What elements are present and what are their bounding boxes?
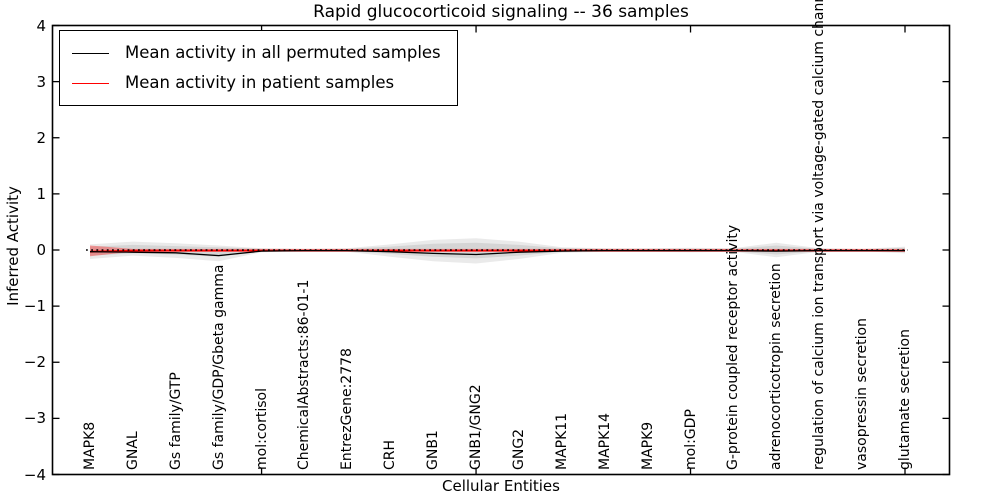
y-tick-label: 2 [36, 128, 46, 147]
x-tick-label: ChemicalAbstracts:86-01-1 [296, 279, 313, 470]
permuted-mean-line-icon [72, 52, 109, 54]
x-tick-label: mol:GDP [682, 409, 699, 470]
patient-mean-line-icon [72, 82, 109, 84]
x-tick-label: MAPK8 [82, 421, 98, 470]
x-tick-label: MAPK9 [639, 421, 656, 470]
x-tick-label: GNB1 [425, 430, 442, 470]
x-tick-label: Gs family/GDP/Gbeta gamma [210, 264, 227, 471]
y-tick-label: −1 [23, 297, 46, 316]
y-tick-label: −4 [23, 465, 46, 484]
x-tick-label: MAPK11 [553, 412, 570, 470]
x-tick-label: MAPK14 [596, 412, 613, 470]
x-tick-label: adrenocorticotropin secretion [768, 263, 785, 470]
x-tick-label: GNG2 [510, 428, 527, 470]
x-tick-label: mol:cortisol [253, 388, 270, 470]
series-line-0 [89, 249, 905, 257]
chart-title: Rapid glucocorticoid signaling -- 36 sam… [313, 2, 689, 22]
y-tick-label: 3 [36, 72, 46, 91]
legend: Mean activity in all permuted samples Me… [59, 30, 458, 106]
legend-entry-patient: Mean activity in patient samples [72, 68, 441, 98]
y-tick-label: 0 [36, 241, 46, 259]
x-tick-label: vasopressin secretion [854, 318, 871, 470]
legend-entry-permuted: Mean activity in all permuted samples [72, 38, 441, 68]
legend-label-patient: Mean activity in patient samples [125, 73, 395, 92]
x-tick-label: CRH [382, 439, 399, 470]
x-tick-label: regulation of calcium ion transport via … [811, 0, 828, 470]
x-tick-label: GNAL [124, 431, 141, 470]
y-tick-label: 4 [36, 16, 46, 35]
legend-label-permuted: Mean activity in all permuted samples [125, 43, 441, 62]
x-tick-label: glutamate secretion [897, 329, 913, 470]
x-tick-label: GNB1/GNG2 [468, 384, 485, 470]
y-tick-label: 1 [36, 184, 46, 203]
x-tick-label: Gs family/GTP [167, 372, 184, 470]
x-tick-label: EntrezGene:2778 [339, 348, 356, 470]
x-tick-label: G-protein coupled receptor activity [725, 224, 742, 470]
x-axis-title: Cellular Entities [442, 477, 560, 495]
y-tick-label: −3 [23, 409, 46, 428]
y-tick-label: −2 [23, 353, 46, 372]
